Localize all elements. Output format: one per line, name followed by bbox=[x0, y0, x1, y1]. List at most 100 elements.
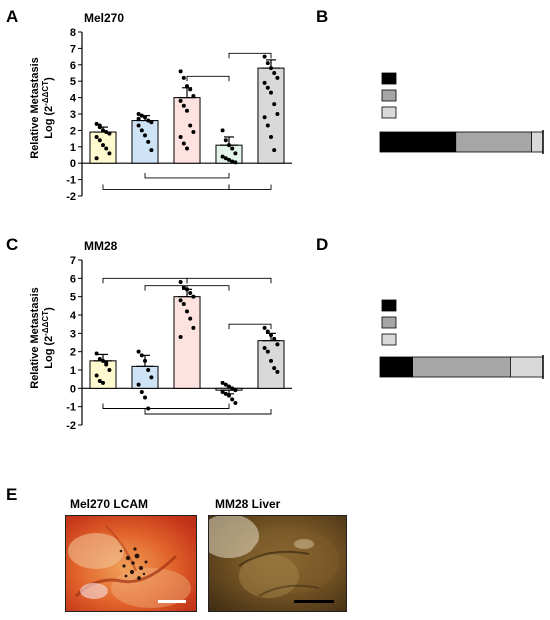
y-tick-label: 4 bbox=[70, 310, 77, 322]
significance-bracket bbox=[228, 184, 272, 190]
panel-letter-e: E bbox=[6, 485, 17, 504]
data-point bbox=[181, 141, 186, 146]
significance-bracket bbox=[102, 403, 230, 409]
data-point bbox=[223, 138, 228, 143]
data-point bbox=[265, 329, 270, 334]
data-point bbox=[136, 116, 141, 121]
y-tick-label: -2 bbox=[66, 420, 76, 432]
data-point bbox=[136, 112, 141, 116]
data-point bbox=[272, 366, 277, 371]
bar-brain bbox=[131, 120, 159, 164]
data-point bbox=[265, 85, 270, 90]
data-point bbox=[230, 159, 235, 164]
data-point bbox=[272, 148, 277, 153]
legend-swatch bbox=[381, 316, 397, 329]
data-point bbox=[143, 358, 147, 363]
data-point bbox=[269, 358, 273, 363]
y-tick-label: -1 bbox=[66, 402, 76, 414]
data-point bbox=[275, 75, 280, 80]
chart-c: MM28 Relative Metastasis Log (2-ΔΔCT) -2… bbox=[29, 239, 292, 432]
significance-bracket bbox=[144, 285, 188, 291]
chart-c-ylabel-1: Relative Metastasis bbox=[29, 287, 41, 389]
y-tick-label: 5 bbox=[70, 292, 76, 304]
data-point bbox=[97, 123, 102, 128]
legend-swatch bbox=[381, 89, 397, 102]
data-point bbox=[191, 130, 196, 135]
data-point bbox=[191, 93, 196, 98]
data-point bbox=[107, 131, 112, 136]
data-point bbox=[139, 390, 144, 394]
data-point bbox=[94, 134, 99, 139]
data-point bbox=[178, 335, 183, 339]
data-point bbox=[97, 357, 102, 361]
y-tick-label: -2 bbox=[66, 191, 76, 203]
y-tick-label: 6 bbox=[70, 273, 76, 285]
data-point bbox=[262, 54, 267, 59]
photo-panel-2-title: MM28 Liver bbox=[215, 497, 281, 511]
panel-letter-b: B bbox=[316, 7, 328, 26]
data-point bbox=[269, 90, 273, 95]
data-point bbox=[136, 123, 141, 128]
chart-c-plot: -2 -1 0 1 2 3 4 5 6 7 bbox=[66, 255, 292, 432]
data-point bbox=[233, 160, 238, 165]
data-point bbox=[233, 151, 238, 156]
data-point bbox=[178, 280, 183, 284]
data-point bbox=[136, 382, 141, 387]
stack-segment bbox=[531, 131, 544, 153]
stack-segment bbox=[379, 131, 457, 153]
data-point bbox=[188, 291, 193, 295]
data-point bbox=[223, 156, 228, 161]
significance-bracket bbox=[102, 277, 188, 284]
data-point bbox=[262, 325, 267, 330]
panel-letter-d: D bbox=[316, 235, 328, 254]
photo-mel270-lcam-image bbox=[66, 516, 196, 611]
chart-b bbox=[379, 72, 544, 154]
significance-bracket bbox=[186, 285, 230, 291]
data-point bbox=[136, 349, 141, 354]
data-point bbox=[191, 325, 196, 330]
panel-letter-c: C bbox=[6, 235, 18, 254]
data-point bbox=[269, 134, 273, 139]
data-point bbox=[272, 102, 277, 107]
data-point bbox=[227, 143, 231, 148]
y-tick-label: 0 bbox=[70, 158, 76, 170]
data-point bbox=[185, 108, 189, 113]
data-point bbox=[265, 349, 270, 354]
bar-lcam bbox=[257, 67, 285, 164]
bar-eyes bbox=[89, 131, 117, 164]
data-point bbox=[146, 139, 151, 144]
data-point bbox=[146, 368, 151, 372]
stack-segment bbox=[412, 356, 511, 378]
data-point bbox=[104, 360, 109, 365]
data-point bbox=[191, 294, 196, 299]
data-point bbox=[262, 346, 267, 350]
y-tick-label: 5 bbox=[70, 76, 76, 88]
data-point bbox=[265, 123, 270, 128]
y-tick-label: 1 bbox=[70, 365, 76, 377]
y-tick-label: 8 bbox=[70, 27, 76, 39]
data-point bbox=[94, 373, 99, 378]
y-tick-label: 7 bbox=[70, 43, 76, 55]
data-point bbox=[227, 393, 231, 398]
data-point bbox=[220, 154, 225, 159]
significance-bracket bbox=[228, 52, 272, 59]
data-point bbox=[275, 342, 280, 347]
significance-bracket bbox=[228, 323, 272, 330]
panel-letter-a: A bbox=[6, 7, 18, 26]
chart-a-plot: -2 -1 0 1 2 3 4 5 6 7 8 bbox=[66, 27, 292, 203]
chart-a: Mel270 Relative Metastasis Log (2-ΔΔCT) … bbox=[29, 11, 292, 203]
data-point bbox=[233, 388, 238, 393]
data-point bbox=[185, 309, 189, 314]
data-point bbox=[230, 146, 235, 151]
data-point bbox=[223, 382, 228, 387]
data-point bbox=[227, 384, 231, 389]
stack-segment bbox=[379, 356, 413, 378]
data-point bbox=[220, 390, 225, 394]
chart-a-ylabel-1: Relative Metastasis bbox=[29, 57, 41, 159]
data-point bbox=[139, 353, 144, 358]
data-point bbox=[107, 368, 112, 372]
data-point bbox=[181, 285, 186, 290]
data-point bbox=[272, 336, 277, 341]
data-point bbox=[146, 118, 151, 123]
